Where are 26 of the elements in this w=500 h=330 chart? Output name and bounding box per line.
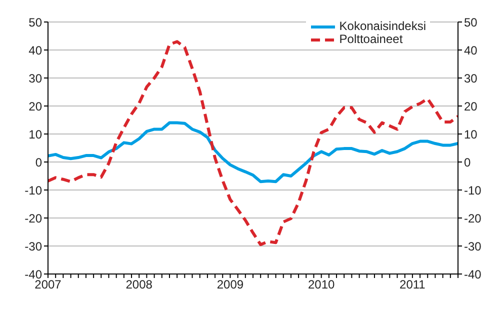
y2-tick-label: 50 (464, 15, 478, 30)
y-tick-label: 20 (28, 99, 42, 114)
y-tick-label: -30 (24, 239, 42, 254)
y-tick-label: 0 (35, 155, 42, 170)
line-series (48, 121, 458, 184)
x-tick-label: 2011 (400, 278, 426, 292)
y-tick-label: 30 (28, 71, 42, 86)
x-tick-label: 2008 (126, 278, 153, 292)
y-tick-label: -20 (24, 211, 42, 226)
y2-tick-label: -10 (464, 183, 482, 198)
legend-label: Polttoaineet (339, 32, 403, 46)
y-tick-label: 10 (28, 127, 42, 142)
y2-tick-label: -40 (464, 267, 482, 282)
y2-tick-label: 30 (464, 71, 478, 86)
y-tick-label: 40 (28, 43, 42, 58)
y-tick-label: 50 (28, 15, 42, 30)
y-tick-label: -10 (24, 183, 42, 198)
y2-tick-label: 10 (464, 127, 478, 142)
y2-tick-label: 40 (464, 43, 478, 58)
y2-tick-label: 20 (464, 99, 478, 114)
y2-tick-label: -20 (464, 211, 482, 226)
legend-label: Kokonaisindeksi (339, 19, 426, 33)
x-tick-label: 2009 (216, 278, 244, 292)
y2-tick-label: 0 (464, 155, 471, 170)
x-tick-label: 2010 (308, 278, 336, 292)
y2-tick-label: -30 (464, 239, 482, 254)
